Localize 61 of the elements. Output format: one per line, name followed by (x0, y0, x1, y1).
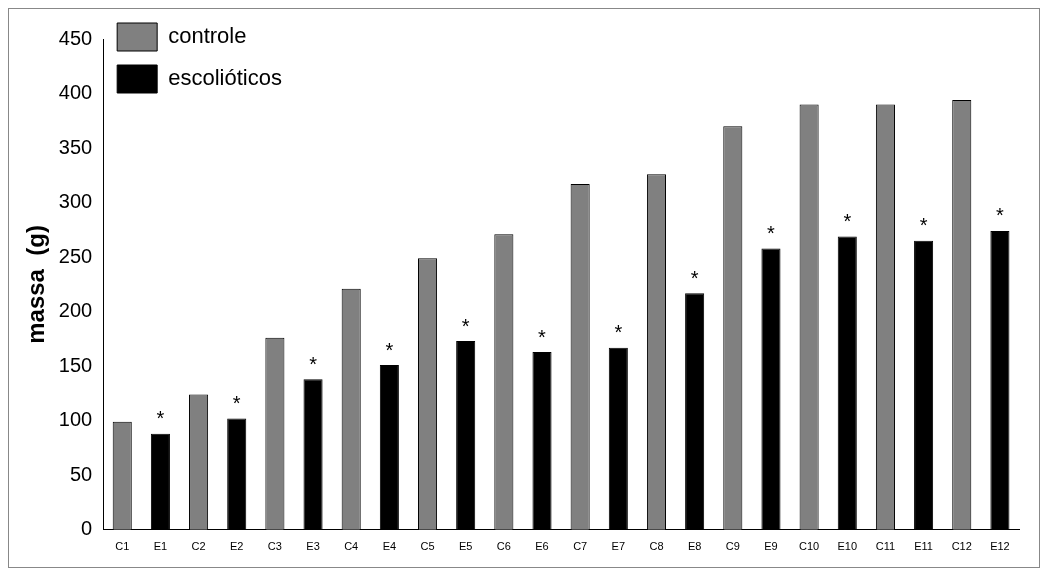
y-tick-label: 150 (58, 353, 93, 376)
bar (227, 418, 247, 530)
bar (685, 293, 705, 530)
x-tick-label: E7 (611, 540, 626, 553)
bar (379, 365, 399, 530)
x-tick-label: C12 (951, 540, 972, 553)
y-tick-label: 0 (81, 517, 93, 540)
bar (532, 352, 552, 530)
x-tick-label: E6 (535, 540, 549, 553)
bar (837, 236, 857, 530)
annotation: * (232, 392, 241, 415)
y-tick-label: 100 (58, 408, 93, 431)
annotation: * (996, 204, 1005, 227)
annotation: * (156, 407, 165, 430)
legend-label: escolióticos (168, 65, 282, 91)
x-tick-label: C2 (191, 540, 206, 553)
y-tick-label: 50 (69, 462, 93, 485)
annotation: * (461, 314, 470, 337)
x-tick-label: E8 (687, 540, 702, 553)
x-tick-label: E3 (306, 540, 320, 553)
x-tick-label: C6 (496, 540, 511, 553)
annotation: * (385, 338, 394, 361)
y-tick-label: 250 (58, 244, 93, 267)
y-tick-label: 200 (58, 299, 93, 322)
bar (761, 248, 781, 530)
x-tick-label: C1 (115, 540, 130, 553)
x-tick-label: E11 (914, 540, 933, 553)
annotation: * (309, 352, 318, 375)
x-tick-label: E10 (837, 540, 858, 553)
y-tick-label: 300 (58, 190, 93, 213)
x-tick-label: C4 (344, 540, 359, 553)
annotation: * (614, 321, 623, 344)
x-tick-label: C3 (267, 540, 282, 553)
x-tick-label: E5 (458, 540, 473, 553)
annotation: * (843, 209, 852, 232)
x-tick-label: E9 (764, 540, 778, 553)
x-tick-label: E4 (382, 540, 397, 553)
x-tick-label: C9 (725, 540, 740, 553)
bar (456, 341, 476, 530)
x-tick-label: C10 (799, 540, 820, 553)
bar (914, 240, 934, 530)
y-axis-title: massa (g) (22, 225, 50, 344)
legend-label: controle (168, 23, 247, 49)
annotation: * (690, 266, 699, 289)
x-tick-label: C8 (649, 540, 664, 553)
bar (303, 379, 323, 530)
y-tick-label: 350 (58, 135, 93, 158)
x-tick-label: E12 (990, 540, 1010, 553)
y-tick-label: 450 (58, 26, 93, 49)
y-tick-label: 400 (58, 81, 93, 104)
x-tick-label: C11 (875, 540, 896, 553)
bar (608, 347, 628, 530)
annotation: * (767, 221, 776, 244)
annotation: * (538, 325, 547, 348)
x-tick-label: C5 (420, 540, 435, 553)
bar (990, 230, 1010, 530)
annotation: * (919, 214, 928, 237)
x-tick-label: E1 (153, 540, 168, 553)
bar (150, 433, 170, 530)
x-tick-label: C7 (573, 540, 588, 553)
x-tick-label: E2 (229, 540, 244, 553)
